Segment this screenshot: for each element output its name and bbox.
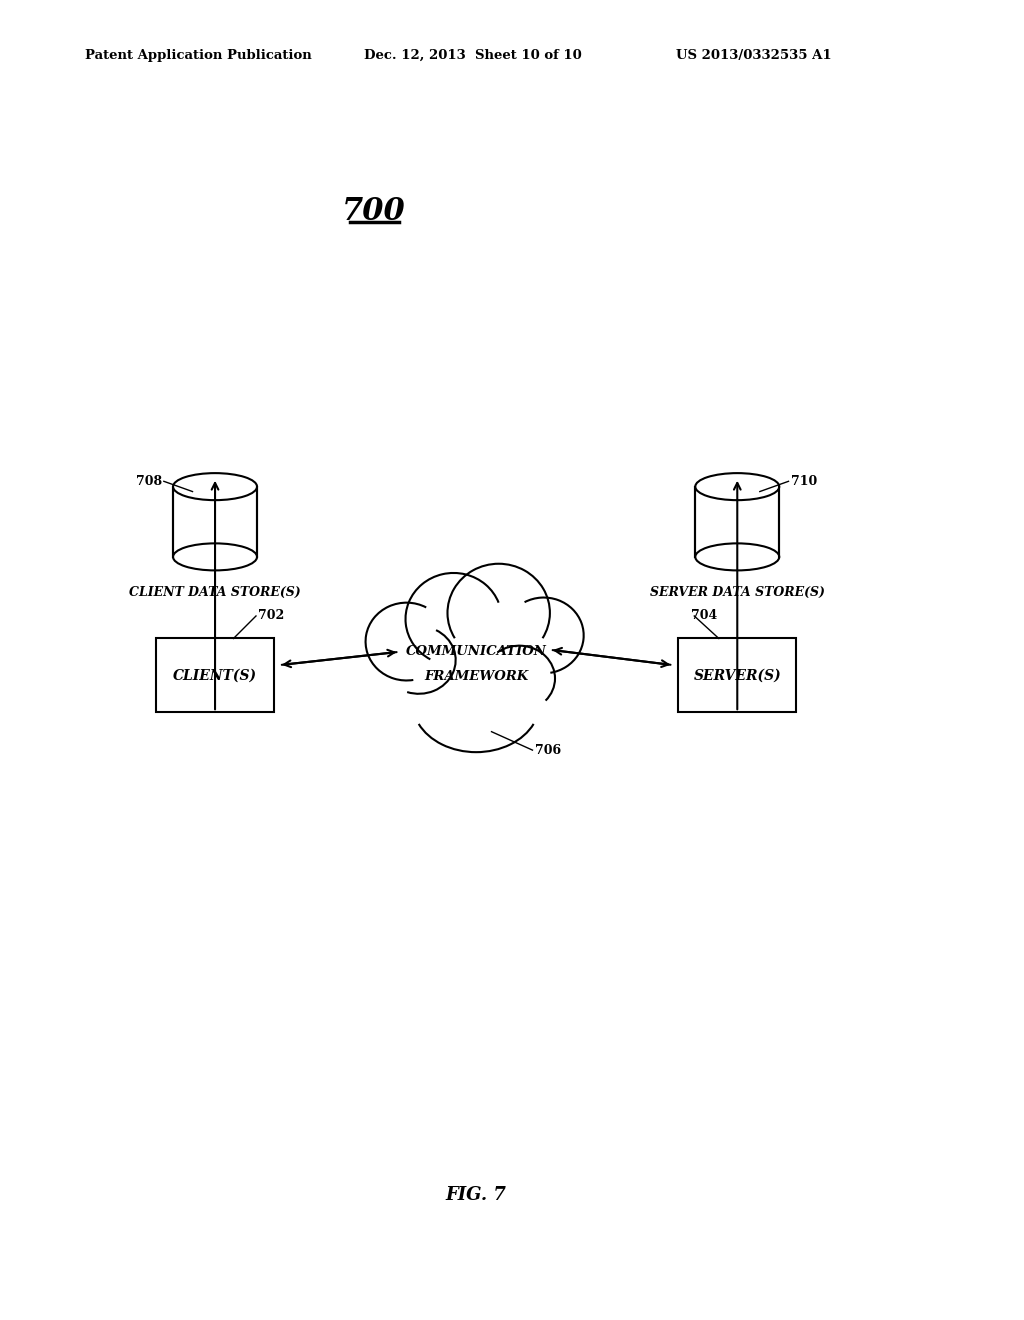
- Text: 710: 710: [791, 475, 817, 488]
- Text: 704: 704: [691, 610, 718, 623]
- Bar: [156, 639, 274, 713]
- Ellipse shape: [366, 603, 447, 681]
- Text: FIG. 7: FIG. 7: [445, 1185, 507, 1204]
- Bar: [384, 619, 568, 701]
- Ellipse shape: [173, 473, 257, 500]
- Ellipse shape: [413, 653, 540, 752]
- Text: 708: 708: [135, 475, 162, 488]
- Bar: [695, 487, 779, 557]
- Bar: [173, 487, 257, 557]
- Text: 706: 706: [535, 743, 561, 756]
- Ellipse shape: [173, 544, 257, 570]
- Text: CLIENT DATA STORE(S): CLIENT DATA STORE(S): [129, 586, 301, 599]
- Ellipse shape: [695, 473, 779, 500]
- Ellipse shape: [406, 573, 502, 665]
- Ellipse shape: [447, 564, 550, 663]
- Text: CLIENT(S): CLIENT(S): [173, 668, 257, 682]
- Text: COMMUNICATION: COMMUNICATION: [406, 645, 547, 659]
- Text: SERVER DATA STORE(S): SERVER DATA STORE(S): [650, 586, 824, 599]
- Ellipse shape: [382, 626, 456, 694]
- Text: 700: 700: [342, 195, 406, 227]
- Text: Patent Application Publication: Patent Application Publication: [85, 49, 311, 62]
- Text: Dec. 12, 2013  Sheet 10 of 10: Dec. 12, 2013 Sheet 10 of 10: [364, 49, 582, 62]
- Bar: [678, 639, 797, 713]
- Ellipse shape: [695, 544, 779, 570]
- Text: 702: 702: [258, 610, 285, 623]
- Ellipse shape: [483, 645, 555, 711]
- Text: US 2013/0332535 A1: US 2013/0332535 A1: [676, 49, 831, 62]
- Ellipse shape: [504, 598, 584, 673]
- Text: SERVER(S): SERVER(S): [693, 668, 781, 682]
- Text: FRAMEWORK: FRAMEWORK: [424, 669, 528, 682]
